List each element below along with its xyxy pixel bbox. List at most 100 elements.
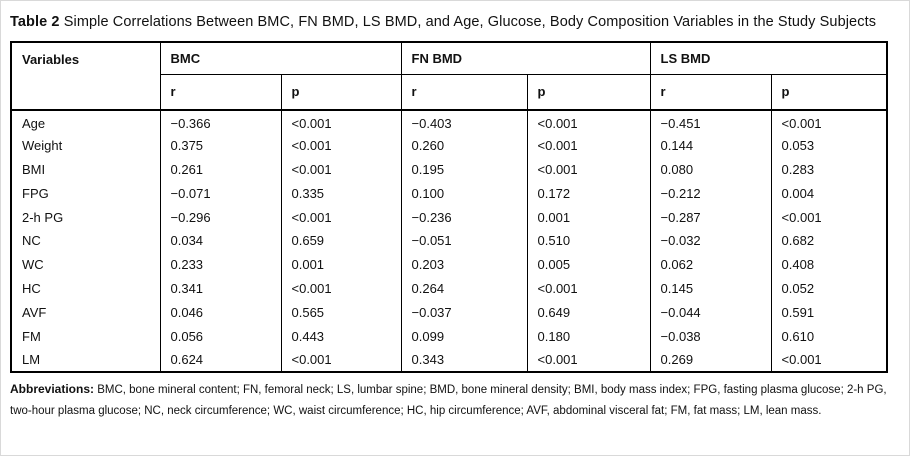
value-cell: 0.565 <box>280 300 402 325</box>
value-cell: 0.056 <box>159 324 282 348</box>
variable-label: WC <box>10 252 161 277</box>
header-sub-row: r p r p r p <box>11 73 888 111</box>
value-cell: 0.610 <box>770 324 888 348</box>
value-cell: 0.195 <box>400 157 528 182</box>
group-header-fn-bmd: FN BMD <box>400 41 651 75</box>
variable-label: Weight <box>10 133 161 158</box>
value-cell: −0.038 <box>649 324 772 348</box>
value-cell: <0.001 <box>526 347 651 372</box>
table-title-text: Simple Correlations Between BMC, FN BMD,… <box>63 14 877 30</box>
value-cell: 0.145 <box>649 276 772 301</box>
variable-label: AVF <box>10 300 161 325</box>
value-cell: 0.261 <box>159 157 282 182</box>
value-cell: 0.335 <box>280 181 402 206</box>
value-cell: −0.071 <box>159 181 282 206</box>
value-cell: 0.001 <box>526 205 651 229</box>
value-cell: −0.296 <box>159 205 282 229</box>
table-row: BMI 0.261 <0.001 0.195 <0.001 0.080 0.283 <box>10 157 888 182</box>
variable-label: FPG <box>10 181 161 206</box>
value-cell: <0.001 <box>526 110 651 134</box>
value-cell: 0.052 <box>770 276 888 301</box>
value-cell: 0.053 <box>770 133 888 158</box>
value-cell: −0.403 <box>400 110 528 134</box>
value-cell: <0.001 <box>770 347 888 372</box>
value-cell: 0.269 <box>649 347 772 372</box>
table-row: FPG −0.071 0.335 0.100 0.172 −0.212 0.004 <box>10 181 888 206</box>
value-cell: 0.510 <box>526 228 651 253</box>
abbreviations-label: Abbreviations: <box>10 381 95 396</box>
subheader-r-fn-bmd: r <box>400 73 528 111</box>
value-cell: 0.591 <box>770 300 888 325</box>
subheader-r-bmc: r <box>159 73 282 111</box>
value-cell: −0.212 <box>649 181 772 206</box>
value-cell: <0.001 <box>280 347 402 372</box>
group-header-bmc: BMC <box>159 41 402 75</box>
value-cell: −0.236 <box>400 205 528 229</box>
value-cell: 0.034 <box>159 228 282 253</box>
value-cell: 0.004 <box>770 181 888 206</box>
table-row: FM 0.056 0.443 0.099 0.180 −0.038 0.610 <box>10 324 888 348</box>
footnote: Abbreviations: BMC, bone mineral content… <box>10 379 902 422</box>
value-cell: 0.443 <box>280 324 402 348</box>
table-row: NC 0.034 0.659 −0.051 0.510 −0.032 0.682 <box>10 228 888 253</box>
header-group-row: Variables BMC FN BMD LS BMD <box>10 41 888 111</box>
table-row: Age −0.366 <0.001 −0.403 <0.001 −0.451 <0.001 <box>10 110 888 134</box>
value-cell: 0.005 <box>526 252 651 277</box>
value-cell: <0.001 <box>770 205 888 229</box>
variable-label: 2-h PG <box>10 205 161 229</box>
value-cell: 0.062 <box>649 252 772 277</box>
table-row: LM 0.624 <0.001 0.343 <0.001 0.269 <0.001 <box>10 347 888 372</box>
value-cell: 0.080 <box>649 157 772 182</box>
variable-label: BMI <box>10 157 161 182</box>
table-row: Weight 0.375 <0.001 0.260 <0.001 0.144 0.053 <box>10 133 888 158</box>
value-cell: 0.659 <box>280 228 402 253</box>
value-cell: 0.144 <box>649 133 772 158</box>
value-cell: <0.001 <box>280 110 402 134</box>
value-cell: 0.283 <box>770 157 888 182</box>
value-cell: 0.624 <box>159 347 282 372</box>
variables-header: Variables <box>10 41 161 111</box>
value-cell: −0.044 <box>649 300 772 325</box>
table-row: AVF 0.046 0.565 −0.037 0.649 −0.044 0.591 <box>10 300 888 325</box>
value-cell: 0.099 <box>400 324 528 348</box>
value-cell: 0.233 <box>159 252 282 277</box>
variable-label: LM <box>10 347 161 372</box>
table-row: WC 0.233 0.001 0.203 0.005 0.062 0.408 <box>10 252 888 277</box>
value-cell: 0.649 <box>526 300 651 325</box>
value-cell: 0.203 <box>400 252 528 277</box>
value-cell: −0.451 <box>649 110 772 134</box>
table-row: 2-h PG −0.296 <0.001 −0.236 0.001 −0.287 <0.00… <box>10 205 888 229</box>
value-cell: <0.001 <box>280 205 402 229</box>
variable-label: FM <box>10 324 161 348</box>
variable-label: HC <box>10 276 161 301</box>
table-number-label: Table 2 <box>10 14 60 30</box>
value-cell: 0.180 <box>526 324 651 348</box>
value-cell: <0.001 <box>526 133 651 158</box>
value-cell: 0.100 <box>400 181 528 206</box>
value-cell: 0.375 <box>159 133 282 158</box>
value-cell: 0.001 <box>280 252 402 277</box>
value-cell: 0.341 <box>159 276 282 301</box>
table-title: Table 2 Simple Correlations Between BMC,… <box>10 11 902 34</box>
value-cell: <0.001 <box>280 276 402 301</box>
value-cell: <0.001 <box>526 276 651 301</box>
variable-label: NC <box>10 228 161 253</box>
subheader-p-bmc: p <box>280 73 402 111</box>
value-cell: <0.001 <box>770 110 888 134</box>
subheader-p-fn-bmd: p <box>526 73 651 111</box>
group-header-ls-bmd: LS BMD <box>649 41 888 75</box>
table-row: HC 0.341 <0.001 0.264 <0.001 0.145 0.052 <box>10 276 888 301</box>
table-body: Age −0.366 <0.001 −0.403 <0.001 −0.451 <0.001 W… <box>10 110 888 372</box>
value-cell: 0.343 <box>400 347 528 372</box>
value-cell: 0.046 <box>159 300 282 325</box>
value-cell: −0.366 <box>159 110 282 134</box>
value-cell: 0.264 <box>400 276 528 301</box>
value-cell: −0.037 <box>400 300 528 325</box>
value-cell: 0.682 <box>770 228 888 253</box>
value-cell: 0.172 <box>526 181 651 206</box>
value-cell: 0.260 <box>400 133 528 158</box>
value-cell: −0.287 <box>649 205 772 229</box>
value-cell: −0.032 <box>649 228 772 253</box>
value-cell: <0.001 <box>280 157 402 182</box>
subheader-p-ls-bmd: p <box>770 73 888 111</box>
